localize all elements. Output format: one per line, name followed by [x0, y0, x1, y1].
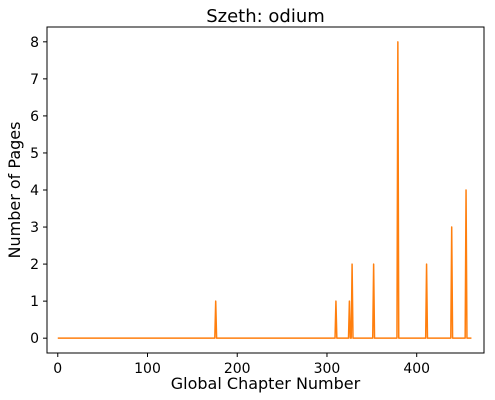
x-tick-label: 200 — [224, 361, 251, 377]
series-group — [57, 41, 472, 339]
x-tick-label: 100 — [134, 361, 161, 377]
y-tick-label: 3 — [30, 220, 39, 236]
x-axis: 0 100 200 300 400 — [53, 353, 430, 377]
y-axis: 0 1 2 3 4 5 6 7 8 — [30, 35, 47, 347]
x-tick-label: 0 — [53, 361, 62, 377]
x-axis-label: Global Chapter Number — [171, 374, 361, 393]
y-tick-label: 0 — [30, 331, 39, 347]
x-tick-label: 400 — [403, 361, 430, 377]
y-tick-label: 1 — [30, 294, 39, 310]
series-line — [57, 41, 472, 339]
y-axis-label: Number of Pages — [5, 122, 24, 259]
y-tick-label: 6 — [30, 109, 39, 125]
y-tick-label: 8 — [30, 35, 39, 51]
x-tick-label: 300 — [314, 361, 341, 377]
y-tick-label: 4 — [30, 183, 39, 199]
plot-area — [46, 26, 485, 354]
y-tick-label: 2 — [30, 257, 39, 273]
y-tick-label: 7 — [30, 72, 39, 88]
chart-title: Szeth: odium — [206, 6, 325, 27]
y-tick-label: 5 — [30, 146, 39, 162]
